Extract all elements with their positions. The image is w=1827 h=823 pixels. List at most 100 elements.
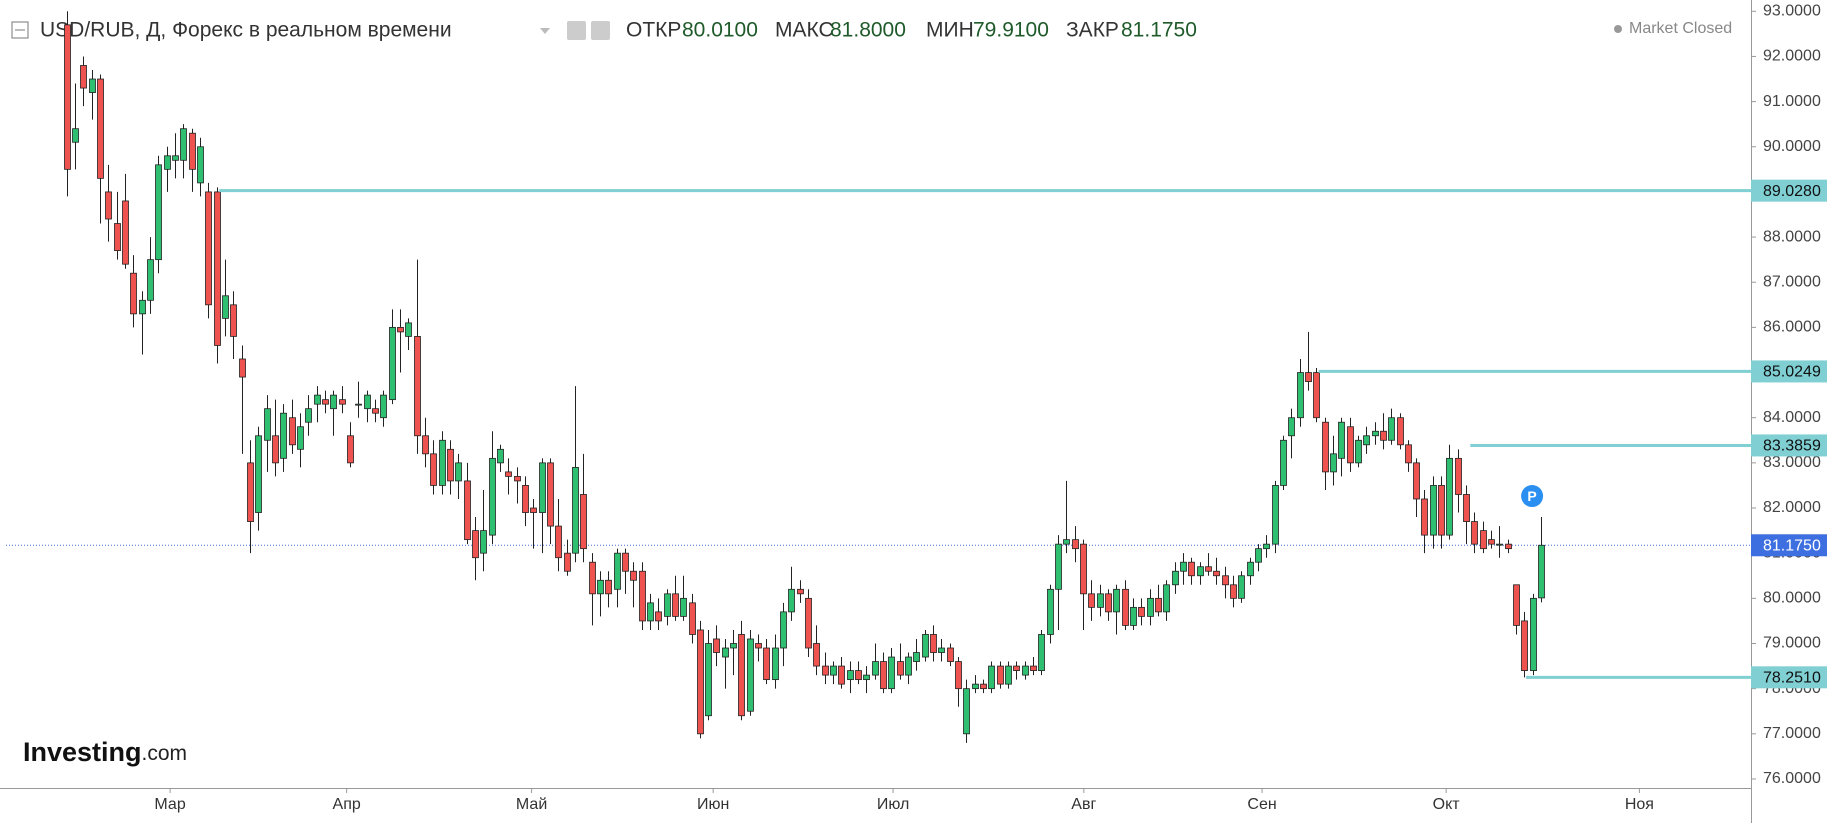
x-tick-label: Окт bbox=[1433, 796, 1461, 813]
y-tick-label: 84.0000 bbox=[1763, 409, 1821, 426]
candle-body bbox=[1080, 543, 1087, 595]
candle-body bbox=[1297, 372, 1304, 419]
candle-body bbox=[1072, 539, 1079, 550]
candle-body bbox=[713, 638, 720, 653]
stat-label: ОТКР bbox=[626, 19, 681, 42]
stat-label: ЗАКР bbox=[1066, 19, 1119, 42]
candle-body bbox=[1163, 584, 1170, 613]
stat-value: 79.9100 bbox=[973, 19, 1049, 42]
candle-body bbox=[597, 579, 604, 595]
candle-body bbox=[1063, 539, 1070, 545]
candle-body bbox=[547, 462, 554, 527]
candle-body bbox=[813, 643, 820, 667]
candle-body bbox=[314, 394, 321, 405]
candle-body bbox=[963, 688, 970, 735]
candle-body bbox=[1413, 462, 1420, 500]
candle-body bbox=[472, 530, 479, 559]
level-label-bg bbox=[1751, 666, 1827, 689]
y-tick-label: 76.0000 bbox=[1763, 770, 1821, 787]
y-tick-label: 77.0000 bbox=[1763, 725, 1821, 742]
candle-body bbox=[1363, 435, 1370, 446]
level-label: 83.3859 bbox=[1763, 438, 1821, 455]
candle-body bbox=[189, 132, 196, 170]
candle-body bbox=[947, 647, 954, 662]
candle-body bbox=[1347, 426, 1354, 464]
candle-body bbox=[1330, 453, 1337, 473]
candle-body bbox=[339, 399, 346, 405]
candle-body bbox=[647, 602, 654, 622]
collapse-icon[interactable] bbox=[11, 21, 29, 39]
candle-body bbox=[938, 647, 945, 653]
candle-body bbox=[264, 408, 271, 441]
candle-body bbox=[1455, 457, 1462, 495]
stat-value: 80.0100 bbox=[682, 19, 758, 42]
candle-body bbox=[997, 665, 1004, 685]
candle-body bbox=[105, 191, 112, 220]
candle-body bbox=[1430, 485, 1437, 536]
settings-icon[interactable] bbox=[591, 21, 610, 40]
candle-body bbox=[1138, 606, 1145, 617]
market-status: Market Closed bbox=[1629, 20, 1732, 37]
candle-body bbox=[330, 394, 337, 410]
stat-label: МАКС bbox=[775, 19, 834, 42]
candle-body bbox=[589, 561, 596, 595]
candle-body bbox=[805, 597, 812, 649]
level-label-bg bbox=[1751, 434, 1827, 457]
candle-body bbox=[1313, 372, 1320, 419]
candle-body bbox=[514, 476, 521, 482]
candle-body bbox=[980, 683, 987, 690]
candle-body bbox=[172, 155, 179, 161]
dropdown-arrow[interactable] bbox=[540, 28, 550, 34]
candle-body bbox=[1380, 430, 1387, 441]
y-tick-label: 91.0000 bbox=[1763, 93, 1821, 110]
candle-body bbox=[722, 647, 729, 658]
y-tick-label: 86.0000 bbox=[1763, 319, 1821, 336]
stat-value: 81.8000 bbox=[830, 19, 906, 42]
candle-body bbox=[913, 652, 920, 662]
logo-suffix: .com bbox=[142, 742, 188, 765]
candle-body bbox=[1038, 634, 1045, 671]
candle-body bbox=[897, 661, 904, 676]
candle-body bbox=[1288, 417, 1295, 437]
candle-body bbox=[1338, 421, 1345, 459]
candle-body bbox=[755, 643, 762, 649]
x-tick-label: Авг bbox=[1071, 796, 1096, 813]
candle-body bbox=[905, 656, 912, 676]
candle-body bbox=[614, 552, 621, 590]
candle-body bbox=[888, 656, 895, 690]
candle-body bbox=[1172, 570, 1179, 586]
candle-body bbox=[1247, 561, 1254, 577]
candle-body bbox=[863, 674, 870, 681]
candle-body bbox=[689, 602, 696, 635]
logo: Investing.com bbox=[23, 737, 187, 767]
x-tick-label: Июн bbox=[697, 796, 729, 813]
y-tick-label: 80.0000 bbox=[1763, 590, 1821, 607]
candle-body bbox=[1372, 430, 1379, 437]
candle-body bbox=[780, 611, 787, 649]
candle-body bbox=[1388, 417, 1395, 441]
y-tick-label: 92.0000 bbox=[1763, 48, 1821, 65]
candle-body bbox=[605, 579, 612, 595]
candle-body bbox=[230, 304, 237, 337]
candle-body bbox=[555, 525, 562, 559]
candle-body bbox=[1213, 570, 1220, 577]
candle-body bbox=[255, 435, 262, 513]
candle-body bbox=[797, 588, 804, 595]
candle-body bbox=[1097, 593, 1104, 608]
candle-body bbox=[455, 462, 462, 482]
candle-body bbox=[239, 358, 246, 378]
candle-body bbox=[1496, 543, 1503, 546]
candle-body bbox=[664, 593, 671, 617]
last-price-label: 81.1750 bbox=[1763, 537, 1821, 554]
y-tick-label: 83.0000 bbox=[1763, 454, 1821, 471]
candle-body bbox=[180, 128, 187, 161]
candle-body bbox=[197, 146, 204, 184]
candle-body bbox=[439, 439, 446, 486]
candle-body bbox=[1438, 485, 1445, 536]
visibility-icon[interactable] bbox=[567, 21, 586, 40]
candle-body bbox=[838, 665, 845, 685]
candle-body bbox=[1155, 597, 1162, 613]
x-tick-label: Апр bbox=[333, 796, 361, 813]
